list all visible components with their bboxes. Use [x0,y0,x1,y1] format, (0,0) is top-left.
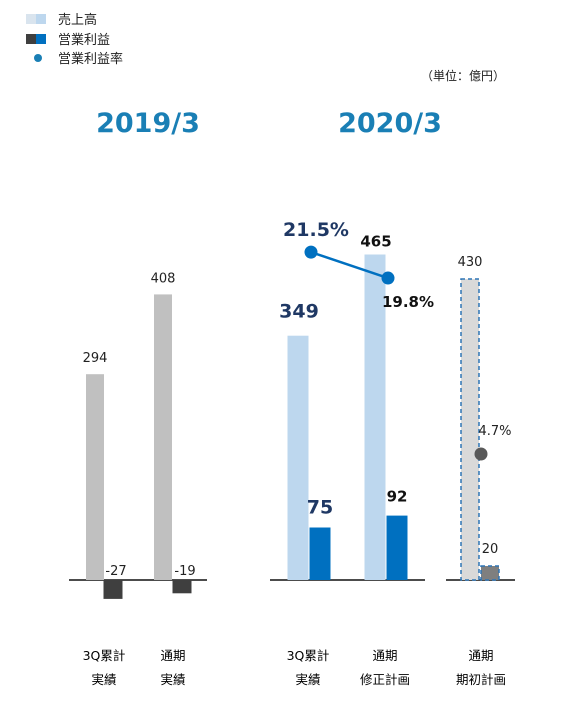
bar-sales-2020-1 [364,254,386,580]
category-label-2020-rev-line2: 修正計画 [360,672,410,687]
chart-marks: 294 -27 408 -19 349 465 75 92 21.5% 19.8% 430 20 4.7… [83,219,512,599]
label-margin-2020-0: 21.5% [283,219,349,241]
legend-dot-margin [34,54,42,62]
bar-op-2019-1 [172,580,192,594]
period-title-2019: 2019/3 [96,108,200,139]
category-labels: 3Q累計 実績 通期 実績 3Q累計 実績 通期 修正計画 通期 期初計画 [83,648,506,687]
category-label-2020-3q-line2: 実績 [295,672,320,687]
category-label-plan-line1: 通期 [468,648,493,663]
label-sales-2020-0: 349 [279,301,319,323]
legend-swatch-sales-2 [36,14,46,24]
category-label-2019-3q-line1: 3Q累計 [83,648,126,663]
legend-label-margin: 営業利益率 [58,51,123,67]
legend-label-op: 営業利益 [58,32,110,48]
label-sales-plan: 430 [458,255,483,270]
unit-note: （単位：億円） [421,68,505,83]
bar-sales-2019-0 [86,374,104,580]
bar-op-2020-1 [386,515,408,580]
bar-sales-2020-0 [287,335,309,580]
label-margin-plan: 4.7% [478,424,511,439]
category-label-2019-fy-line1: 通期 [160,648,185,663]
margin-dot-plan [474,447,488,461]
legend-swatch-sales [26,14,36,24]
bar-sales-2019-1 [154,294,172,580]
label-sales-2019-0: 294 [83,351,108,366]
label-op-2020-0: 75 [307,497,333,519]
label-sales-2019-1: 408 [151,271,176,286]
legend-swatch-op [26,34,36,44]
bar-op-plan [480,565,500,581]
label-op-plan: 20 [482,542,499,557]
legend-label-sales: 売上高 [58,12,97,28]
label-op-2019-0: -27 [105,564,126,579]
category-label-plan-line2: 期初計画 [456,672,506,687]
margin-line-2020 [310,250,389,280]
label-margin-2020-1: 19.8% [382,293,434,311]
bar-op-2019-0 [103,580,123,599]
legend-swatch-op-2 [36,34,46,44]
bar-sales-plan [460,278,480,581]
bar-op-2020-0 [309,527,331,580]
label-sales-2020-1: 465 [360,233,391,251]
label-op-2020-1: 92 [387,488,408,506]
category-label-2020-3q-line1: 3Q累計 [287,648,330,663]
margin-dot-2020-1 [381,271,395,285]
category-label-2019-fy-line2: 実績 [160,672,185,687]
label-op-2019-1: -19 [174,564,195,579]
period-title-2020: 2020/3 [338,108,442,139]
margin-dot-2020-0 [304,245,318,259]
category-label-2020-rev-line1: 通期 [372,648,397,663]
legend: 売上高 営業利益 営業利益率 [26,12,123,67]
category-label-2019-3q-line2: 実績 [91,672,116,687]
